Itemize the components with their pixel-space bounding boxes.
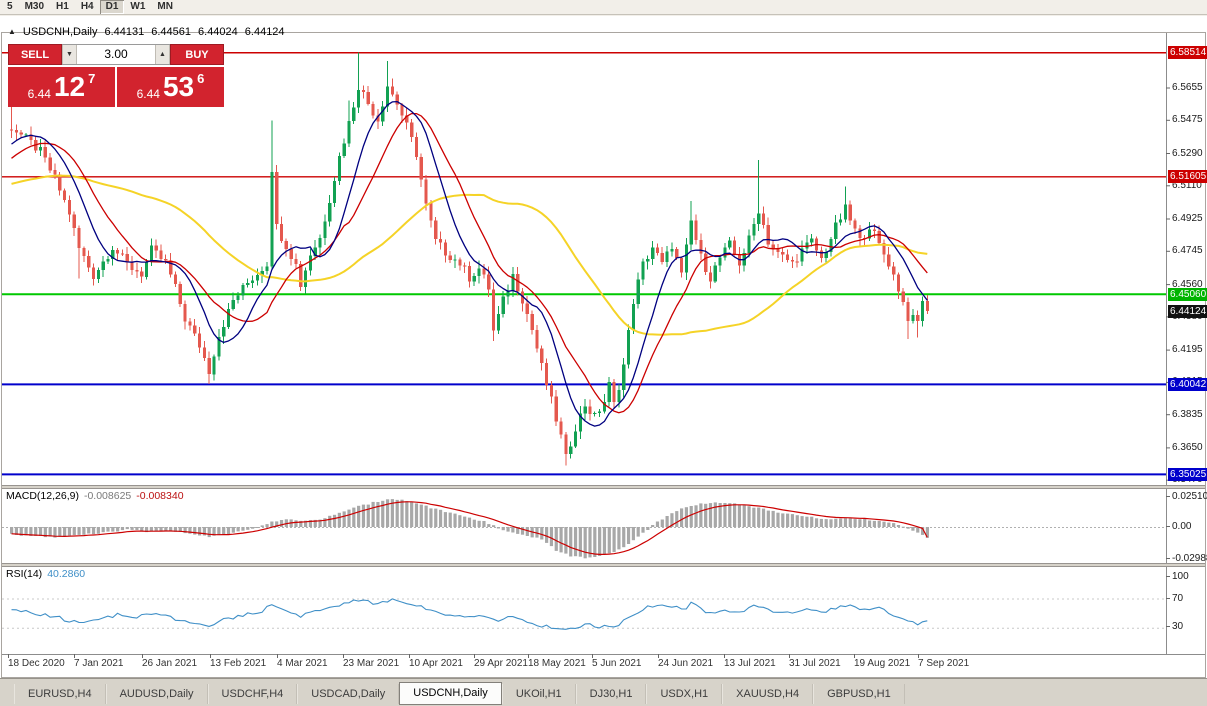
chart-tab-usdcnh[interactable]: USDCNH,Daily bbox=[399, 682, 502, 705]
price-axis-tick: 6.4195 bbox=[1172, 344, 1203, 356]
time-axis-label: 13 Jul 2021 bbox=[724, 658, 776, 669]
indicator-axis-tick: -0.02988 bbox=[1172, 553, 1207, 564]
chevron-up-icon: ▲ bbox=[159, 51, 166, 58]
timeframe-button-d1[interactable]: D1 bbox=[99, 0, 125, 14]
chart-tab-dj30[interactable]: DJ30,H1 bbox=[575, 684, 647, 704]
buy-price-big: 53 bbox=[162, 71, 195, 102]
price-axis-tick: 6.4745 bbox=[1172, 245, 1203, 257]
volume-increase-button[interactable]: ▲ bbox=[155, 45, 170, 64]
chart-tabs-bar: EURUSD,H4 AUDUSD,Daily USDCHF,H4 USDCAD,Dai… bbox=[0, 678, 1207, 706]
buy-price-display[interactable]: 6.44 53 6 bbox=[117, 67, 224, 107]
indicator-axis-tick: 0.02510 bbox=[1172, 491, 1207, 502]
ohlc-close: 6.44124 bbox=[244, 26, 285, 38]
sell-button[interactable]: SELL bbox=[8, 44, 62, 65]
indicator-axis-tick: 70 bbox=[1172, 593, 1184, 604]
price-axis-tick: 6.5110 bbox=[1172, 179, 1202, 191]
chart-symbol-icon: ▲ bbox=[8, 26, 16, 36]
timeframe-button-5[interactable]: 5 bbox=[7, 1, 13, 12]
time-axis-label: 4 Mar 2021 bbox=[277, 658, 328, 669]
price-level-badge: 6.35025 bbox=[1168, 467, 1207, 481]
chart-tab-gbpusd[interactable]: GBPUSD,H1 bbox=[813, 684, 905, 704]
volume-input[interactable]: 3.00 bbox=[104, 47, 128, 61]
price-axis-tick: 6.5475 bbox=[1172, 114, 1203, 126]
sell-price-display[interactable]: 6.44 12 7 bbox=[8, 67, 115, 107]
time-axis-label: 31 Jul 2021 bbox=[789, 658, 841, 669]
time-axis-label: 10 Apr 2021 bbox=[409, 658, 463, 669]
price-axis-tick: 6.4560 bbox=[1172, 278, 1203, 290]
volume-decrease-button[interactable]: ▼ bbox=[62, 45, 77, 64]
buy-button[interactable]: BUY bbox=[170, 44, 224, 65]
timeframe-button-w1[interactable]: W1 bbox=[130, 1, 146, 12]
timeframe-button-mn[interactable]: MN bbox=[157, 1, 173, 12]
sell-price-prefix: 6.44 bbox=[27, 87, 51, 101]
indicator-axis-tick: 100 bbox=[1172, 571, 1189, 582]
indicator-axis-tick: 0.00 bbox=[1172, 521, 1192, 532]
chart-tab-ukoil[interactable]: UKOil,H1 bbox=[501, 684, 576, 704]
chart-tab-xauusd[interactable]: XAUUSD,H4 bbox=[722, 684, 814, 704]
price-level-badge: 6.58514 bbox=[1168, 46, 1207, 60]
price-level-badge: 6.44124 bbox=[1168, 304, 1207, 318]
price-axis-tick: 6.3650 bbox=[1172, 441, 1203, 453]
time-axis-label: 7 Jan 2021 bbox=[74, 658, 124, 669]
chevron-down-icon: ▼ bbox=[66, 51, 73, 58]
chart-tab-usdchf[interactable]: USDCHF,H4 bbox=[207, 684, 298, 704]
chart-window[interactable]: ▲ USDCNH,Daily 6.44131 6.44561 6.44024 6… bbox=[0, 16, 1207, 678]
time-axis-label: 18 May 2021 bbox=[528, 658, 586, 669]
time-axis-label: 19 Aug 2021 bbox=[854, 658, 911, 669]
chart-tab-usdx[interactable]: USDX,H1 bbox=[646, 684, 723, 704]
time-axis-label: 26 Jan 2021 bbox=[142, 658, 198, 669]
chart-tab-usdcad[interactable]: USDCAD,Daily bbox=[297, 684, 400, 704]
price-level-badge: 6.40042 bbox=[1168, 377, 1207, 391]
sell-price-big: 12 bbox=[53, 71, 86, 102]
buy-price-pip: 6 bbox=[197, 71, 205, 86]
timeframe-button-h4[interactable]: H4 bbox=[80, 1, 94, 12]
time-axis-label: 18 Dec 2020 bbox=[8, 658, 65, 669]
macd-indicator-label: MACD(12,26,9) -0.008625 -0.008340 bbox=[6, 490, 184, 502]
price-level-badge: 6.45060 bbox=[1168, 287, 1207, 301]
rsi-indicator-label: RSI(14) 40.2860 bbox=[6, 568, 86, 580]
chart-tab-eurusd[interactable]: EURUSD,H4 bbox=[14, 684, 106, 704]
price-level-badge: 6.51605 bbox=[1168, 170, 1207, 184]
timeframe-button-h1[interactable]: H1 bbox=[56, 1, 69, 12]
time-axis-label: 7 Sep 2021 bbox=[918, 658, 970, 669]
buy-price-prefix: 6.44 bbox=[136, 87, 160, 101]
price-chart-canvas[interactable] bbox=[0, 16, 1207, 678]
chart-ohlc-header: ▲ USDCNH,Daily 6.44131 6.44561 6.44024 6… bbox=[8, 26, 285, 38]
time-axis-label: 5 Jun 2021 bbox=[592, 658, 642, 669]
time-axis-label: 23 Mar 2021 bbox=[343, 658, 400, 669]
timeframe-button-m30[interactable]: M30 bbox=[24, 1, 45, 12]
sell-price-pip: 7 bbox=[88, 71, 96, 86]
volume-spinner: ▼ 3.00 ▲ bbox=[62, 44, 170, 65]
price-axis-tick: 6.4925 bbox=[1172, 213, 1203, 225]
time-axis-label: 24 Jun 2021 bbox=[658, 658, 714, 669]
one-click-trading-panel: SELL ▼ 3.00 ▲ BUY 6.44 12 7 6.44 53 6 bbox=[8, 44, 224, 107]
price-axis-tick: 6.5655 bbox=[1172, 82, 1203, 93]
indicator-axis-tick: 30 bbox=[1172, 621, 1184, 632]
ohlc-low: 6.44024 bbox=[198, 26, 238, 38]
ohlc-open: 6.44131 bbox=[104, 26, 145, 38]
time-axis-label: 13 Feb 2021 bbox=[210, 658, 267, 669]
time-axis-label: 29 Apr 2021 bbox=[474, 658, 528, 669]
chart-symbol-label: USDCNH,Daily bbox=[22, 26, 98, 38]
price-axis-tick: 6.5290 bbox=[1172, 147, 1203, 159]
ohlc-high: 6.44561 bbox=[151, 26, 192, 38]
chart-tab-audusd[interactable]: AUDUSD,Daily bbox=[105, 684, 208, 704]
timeframe-toolbar: 5 M30 H1 H4 D1 W1 MN bbox=[0, 0, 1207, 15]
price-axis-tick: 6.3835 bbox=[1172, 408, 1203, 420]
